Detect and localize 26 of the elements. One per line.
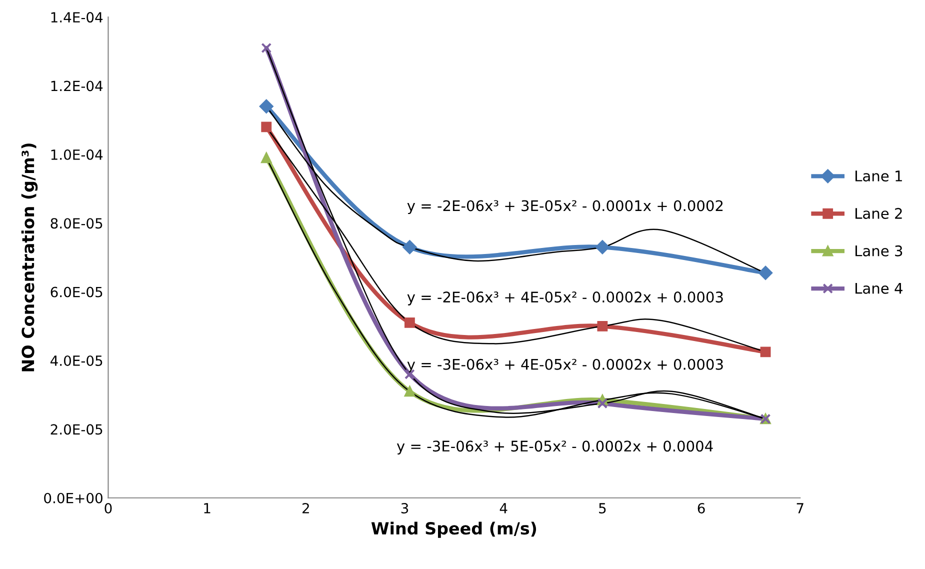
x-tick-label: 3	[401, 502, 408, 514]
x-tick-label: 6	[698, 502, 705, 514]
y-axis-title: NO Concentration (g/m³)	[21, 144, 38, 372]
x-tick-label: 0	[104, 502, 112, 514]
legend-label: Lane 3	[856, 245, 902, 256]
annotation: y = -2E-06x³ + 3E-05x² - 0.0001x + 0.0002	[407, 200, 723, 214]
x-tick-label: 2	[302, 502, 309, 514]
legend-label: Lane 4	[856, 282, 902, 294]
x-tick-label: 5	[599, 503, 606, 514]
y-tick-label: 8.0E-05	[50, 218, 102, 229]
y-tick-label: 1.4E-04	[51, 12, 103, 23]
annotation: y = -2E-06x³ + 4E-05x² - 0.0002x + 0.0003	[407, 292, 723, 306]
annotation: y = -3E-06x³ + 5E-05x² - 0.0002x + 0.0004	[396, 440, 713, 454]
y-tick-label: 2.0E-05	[50, 424, 102, 435]
x-axis-title: Wind Speed (m/s)	[371, 522, 536, 538]
y-tick-label: 1.0E-04	[51, 149, 103, 160]
x-tick-label: 1	[204, 503, 210, 514]
y-tick-label: 6.0E-05	[50, 286, 102, 298]
y-tick-label: 4.0E-05	[50, 355, 102, 366]
x-tick-label: 4	[500, 503, 508, 514]
legend-label: Lane 1	[856, 170, 902, 182]
y-tick-label: 0.0E+00	[44, 492, 102, 504]
y-tick-label: 1.2E-04	[51, 80, 103, 92]
x-tick-label: 7	[796, 503, 804, 514]
legend-label: Lane 2	[856, 208, 902, 219]
annotation: y = -3E-06x³ + 4E-05x² - 0.0002x + 0.0003	[407, 358, 723, 373]
